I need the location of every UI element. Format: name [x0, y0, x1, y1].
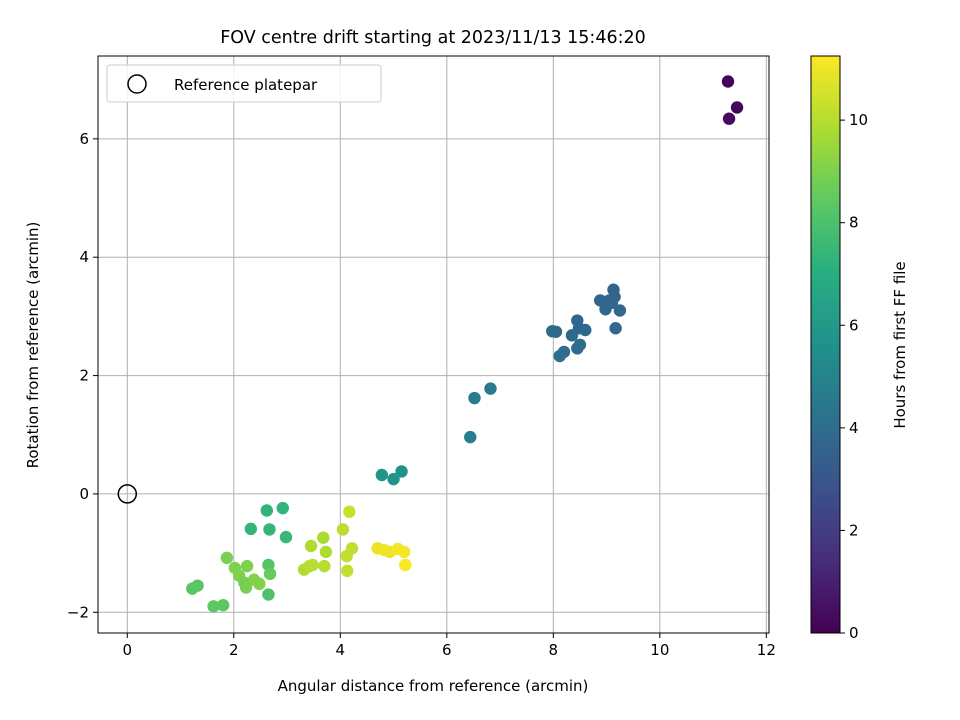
- colorbar-tick-label: 6: [849, 316, 859, 334]
- data-point: [317, 531, 330, 544]
- data-point: [244, 522, 258, 536]
- data-point: [730, 101, 744, 114]
- legend-box: [106, 64, 382, 103]
- data-point: [220, 551, 234, 565]
- data-point: [240, 559, 254, 573]
- x-tick-label: 8: [549, 641, 559, 659]
- x-tick-label: 0: [123, 641, 133, 659]
- data-point: [609, 322, 622, 335]
- plot-frame: [97, 55, 770, 634]
- grid-lines: [98, 56, 769, 633]
- colorbar-label: Hours from first FF file: [891, 261, 909, 428]
- data-point: [613, 304, 627, 317]
- data-point: [303, 559, 316, 573]
- legend: Reference platepar: [106, 64, 382, 103]
- data-point: [216, 598, 230, 612]
- data-point: [319, 545, 333, 559]
- colorbar-tick-label: 4: [849, 419, 859, 437]
- data-point: [263, 567, 277, 581]
- data-point: [343, 505, 356, 518]
- colorbar-tick-label: 0: [849, 624, 859, 642]
- chart-title: FOV centre drift starting at 2023/11/13 …: [220, 28, 646, 48]
- data-points: [186, 75, 744, 613]
- data-point: [191, 579, 204, 592]
- data-point: [263, 523, 276, 536]
- colorbar-ticks: 0 2 4 6 8 10: [840, 111, 868, 642]
- data-point: [336, 523, 350, 536]
- data-point: [464, 430, 477, 444]
- legend-entry-reference-platepar: Reference platepar: [174, 76, 318, 94]
- data-point: [571, 342, 584, 355]
- y-tick-label: 4: [79, 248, 89, 266]
- colorbar: [810, 55, 841, 634]
- colorbar-tick-label: 8: [849, 214, 859, 232]
- y-tick-label: 6: [79, 130, 89, 148]
- data-point: [599, 303, 612, 316]
- data-point: [279, 530, 293, 544]
- x-tick-label: 10: [650, 641, 669, 659]
- data-point: [484, 382, 497, 395]
- data-point: [549, 325, 563, 338]
- data-point: [375, 468, 389, 482]
- data-point: [395, 465, 408, 478]
- y-axis-ticks: −2 0 2 4 6: [67, 130, 98, 621]
- data-point: [579, 323, 592, 337]
- data-point: [722, 112, 736, 125]
- x-tick-label: 4: [336, 641, 346, 659]
- data-point: [565, 329, 579, 342]
- data-point: [340, 549, 353, 563]
- data-point: [399, 558, 412, 572]
- data-point: [553, 349, 566, 363]
- y-tick-label: 2: [79, 367, 89, 385]
- x-axis-ticks: 0 2 4 6 8 10 12: [123, 633, 776, 659]
- data-point: [468, 391, 481, 405]
- data-point: [239, 581, 253, 594]
- colorbar-tick-label: 2: [849, 521, 859, 539]
- legend-marker-icon: [127, 74, 147, 94]
- data-point: [721, 75, 735, 88]
- data-point: [398, 545, 411, 559]
- x-tick-label: 6: [442, 641, 452, 659]
- colorbar-tick-label: 10: [849, 111, 868, 129]
- y-tick-label: 0: [79, 485, 89, 503]
- y-axis-label: Rotation from reference (arcmin): [24, 222, 42, 469]
- data-point: [207, 600, 220, 613]
- data-point: [262, 588, 275, 601]
- data-point: [253, 577, 266, 591]
- x-axis-label: Angular distance from reference (arcmin): [278, 677, 589, 695]
- data-point: [276, 501, 289, 515]
- y-tick-label: −2: [67, 603, 89, 621]
- x-tick-label: 2: [229, 641, 239, 659]
- data-point: [387, 472, 400, 486]
- data-point: [341, 564, 354, 578]
- data-point: [304, 539, 318, 553]
- reference-platepar-marker: [117, 484, 138, 504]
- x-tick-label: 12: [757, 641, 776, 659]
- data-point: [260, 504, 274, 517]
- data-point: [318, 559, 331, 573]
